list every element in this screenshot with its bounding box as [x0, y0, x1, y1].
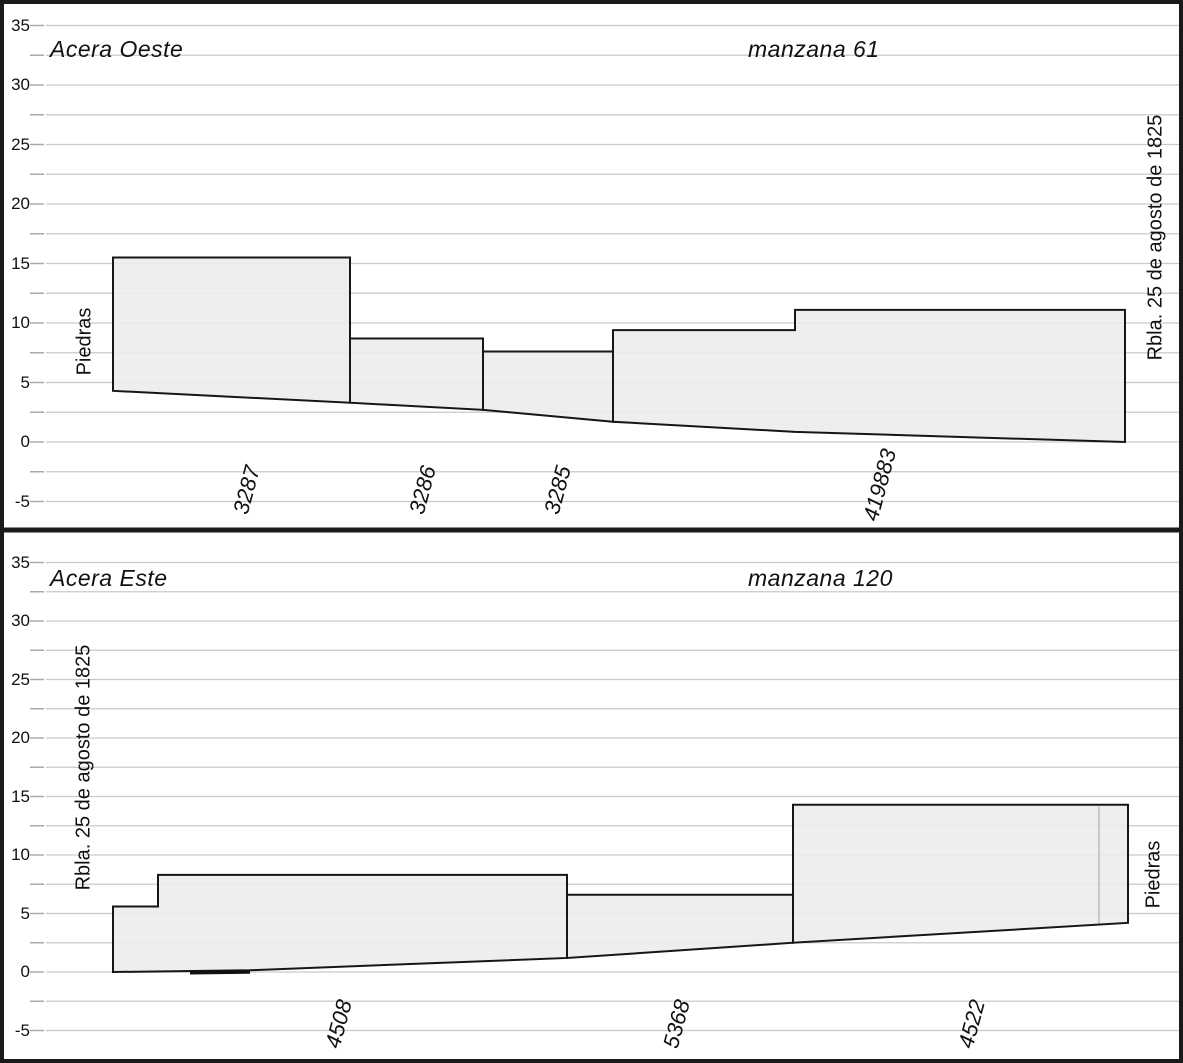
panel-title-right: manzana 120 [748, 565, 893, 591]
y-tick-label: 20 [11, 194, 30, 213]
street-label-right: Piedras [1142, 840, 1165, 909]
building-parcel-4522 [792, 803, 1129, 944]
y-tick-label: 5 [20, 372, 30, 392]
panel-title-left: Acera Oeste [50, 36, 184, 62]
y-tick-label: 10 [11, 313, 30, 332]
ground-emphasis-dash [189, 969, 251, 975]
y-tick-label: 0 [20, 962, 30, 981]
street-label-left: Rbla. 25 de agosto de 1825 [72, 644, 95, 891]
building-parcel-3287 [112, 256, 351, 404]
y-tick-label: -5 [14, 1020, 30, 1040]
y-tick-label: 30 [11, 611, 30, 630]
y-tick-label: 35 [11, 15, 30, 35]
y-tick-label: -5 [14, 491, 30, 511]
building-parcel-3286 [349, 337, 484, 411]
building-parcel-419883 [612, 308, 1126, 444]
y-tick-label: 15 [11, 786, 30, 806]
building-parcel-3285 [482, 350, 614, 423]
y-tick-label: 10 [11, 845, 30, 864]
building-parcel-4508 [112, 873, 568, 974]
y-tick-label: 25 [11, 134, 30, 154]
building-parcel-5368 [566, 893, 794, 960]
panel-title-left: Acera Este [50, 565, 168, 591]
y-tick-label: 30 [11, 75, 30, 94]
y-tick-label: 25 [11, 669, 30, 689]
street-label-right: Rbla. 25 de agosto de 1825 [1144, 114, 1167, 361]
y-tick-label: 35 [11, 552, 30, 572]
y-tick-label: 20 [11, 728, 30, 747]
street-label-left: Piedras [73, 307, 96, 376]
y-tick-label: 15 [11, 253, 30, 273]
y-tick-label: 5 [20, 903, 30, 923]
y-tick-label: 0 [20, 432, 30, 451]
panel-title-right: manzana 61 [748, 36, 880, 62]
